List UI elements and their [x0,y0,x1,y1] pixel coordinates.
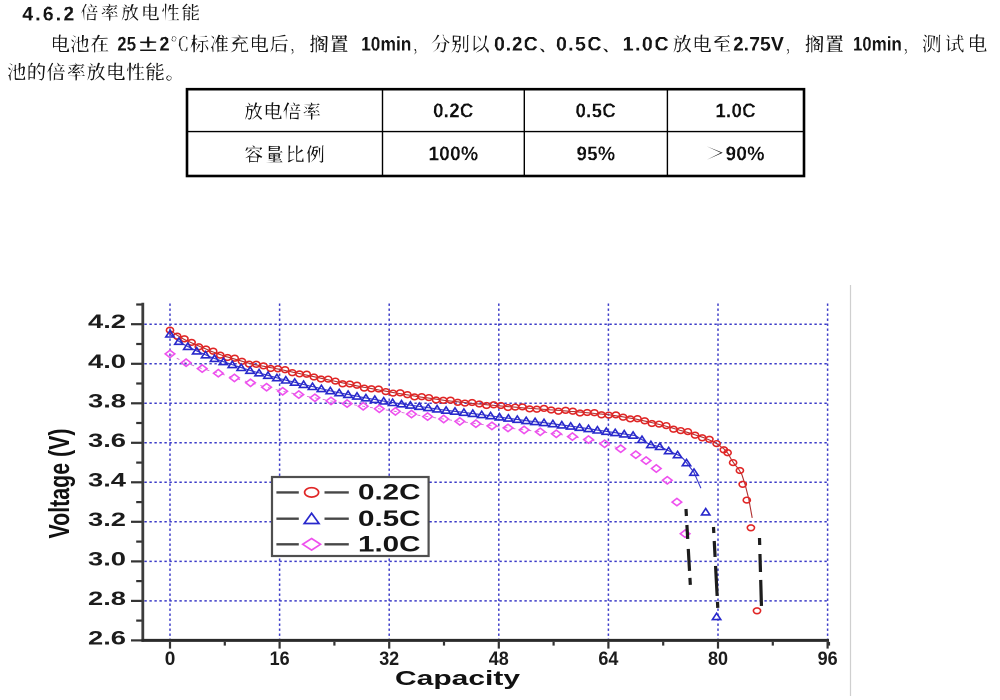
svg-text:64: 64 [598,649,618,670]
svg-text:2.6: 2.6 [88,628,126,649]
svg-text:4.0: 4.0 [88,352,126,373]
svg-text:0.5C: 0.5C [358,506,421,531]
svg-text:80: 80 [708,649,728,670]
svg-text:16: 16 [270,649,290,670]
svg-text:32: 32 [379,649,399,670]
svg-text:3.6: 3.6 [88,431,126,452]
svg-text:96: 96 [818,649,838,670]
svg-text:4.2: 4.2 [88,312,126,333]
svg-text:48: 48 [489,649,509,670]
svg-text:3.2: 3.2 [88,510,126,531]
svg-text:Capacity: Capacity [395,668,521,690]
svg-text:0: 0 [165,649,176,670]
svg-text:2.8: 2.8 [88,589,126,610]
svg-text:1.0C: 1.0C [358,532,421,557]
svg-text:Voltage (V): Voltage (V) [44,429,75,539]
svg-text:3.8: 3.8 [88,391,126,412]
svg-text:3.4: 3.4 [88,470,127,491]
svg-text:3.0: 3.0 [88,549,126,570]
svg-text:0.2C: 0.2C [358,480,421,505]
